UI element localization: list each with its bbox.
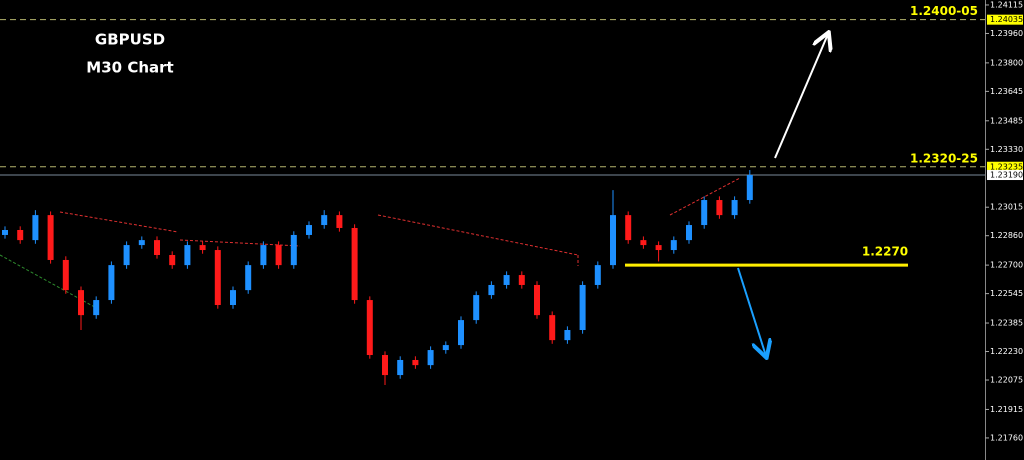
- price-tag: [987, 14, 1023, 25]
- candle-body: [458, 320, 464, 346]
- y-tick-label: 1.22230: [990, 347, 1023, 356]
- levels: 1.2400-05 1.2320-25 1.2270: [0, 4, 985, 267]
- candle-body: [17, 230, 24, 241]
- candle-body: [503, 275, 510, 285]
- y-tick-label: 1.23015: [990, 203, 1023, 212]
- candle-body: [78, 290, 84, 316]
- price-axis: 1.24115 1.23960 1.23800 1.23645 1.23485 1.233…: [985, 0, 1023, 442]
- y-tick-label: 1.22860: [990, 231, 1023, 240]
- candle-body: [245, 265, 252, 291]
- candle-body: [306, 225, 312, 235]
- candle-body: [473, 295, 480, 321]
- candle-body: [534, 284, 540, 316]
- y-tick-label: 1.22700: [990, 261, 1023, 270]
- candle-body: [594, 265, 601, 285]
- y-tick-label: 1.21915: [990, 405, 1023, 414]
- price-tag-label: 1.24035: [990, 15, 1023, 24]
- candle-body: [351, 227, 358, 301]
- y-tick-label: 1.21760: [990, 433, 1023, 442]
- price-tag-label: 1.23190: [990, 171, 1023, 180]
- candle-body: [518, 275, 525, 285]
- candle-body: [564, 330, 571, 341]
- candle-body: [731, 200, 738, 216]
- chart-subtitle: M30 Chart: [86, 59, 173, 77]
- up-arrow: [774, 34, 828, 159]
- level-annotation: 1.2270: [862, 245, 908, 259]
- candle-body: [640, 240, 647, 246]
- y-tick-label: 1.23645: [990, 87, 1023, 96]
- price-tag: [987, 161, 1023, 172]
- candle-body: [214, 250, 221, 306]
- candle-body: [154, 240, 160, 256]
- candle-body: [336, 215, 343, 228]
- candle-body: [746, 175, 753, 201]
- candle-body: [382, 355, 388, 376]
- price-tag-label: 1.23235: [990, 162, 1023, 171]
- candle-body: [366, 300, 373, 356]
- candle-body: [2, 230, 8, 235]
- candle-body: [321, 215, 328, 226]
- candle-body: [169, 255, 176, 266]
- candle-body: [62, 259, 69, 291]
- y-tick-label: 1.22545: [990, 289, 1023, 298]
- y-tick-label: 1.24115: [990, 0, 1023, 9]
- candle-body: [47, 215, 54, 260]
- y-tick-label: 1.22075: [990, 376, 1023, 385]
- candle-body: [93, 300, 100, 316]
- trend-line: [669, 177, 741, 216]
- candle-body: [655, 245, 662, 251]
- candle-body: [138, 240, 145, 246]
- candle-body: [716, 200, 723, 216]
- trend-line: [377, 214, 579, 256]
- candles: [2, 170, 753, 385]
- candle-body: [549, 315, 556, 341]
- candle-body: [610, 215, 616, 266]
- y-tick-label: 1.23960: [990, 29, 1023, 38]
- level-annotation: 1.2400-05: [910, 4, 978, 18]
- candle-body: [108, 265, 115, 301]
- candle-body: [670, 240, 677, 251]
- candle-body: [397, 359, 404, 376]
- candle-body: [230, 290, 236, 306]
- level-annotation: 1.2320-25: [910, 151, 978, 165]
- candle-body: [290, 234, 297, 266]
- y-tick-label: 1.23800: [990, 58, 1023, 67]
- candle-body: [275, 245, 282, 266]
- y-tick-label: 1.23485: [990, 116, 1023, 125]
- y-tick-label: 1.22385: [990, 319, 1023, 328]
- candle-body: [686, 225, 692, 241]
- candle-body: [427, 350, 434, 366]
- chart-title: GBPUSD: [95, 31, 165, 49]
- trend-line: [179, 239, 301, 247]
- y-tick-label: 1.23330: [990, 145, 1023, 154]
- candle-body: [184, 245, 191, 266]
- price-tag: [987, 170, 1023, 181]
- candle-body: [442, 345, 449, 351]
- candle-body: [701, 200, 708, 226]
- candle-body: [199, 245, 206, 251]
- candle-body: [123, 245, 130, 266]
- candle-body: [625, 215, 632, 241]
- down-arrow: [737, 267, 766, 356]
- candle-body: [32, 215, 39, 241]
- candle-body: [412, 359, 419, 366]
- candle-body: [579, 284, 586, 331]
- candle-body: [488, 284, 495, 296]
- candle-body: [260, 245, 267, 266]
